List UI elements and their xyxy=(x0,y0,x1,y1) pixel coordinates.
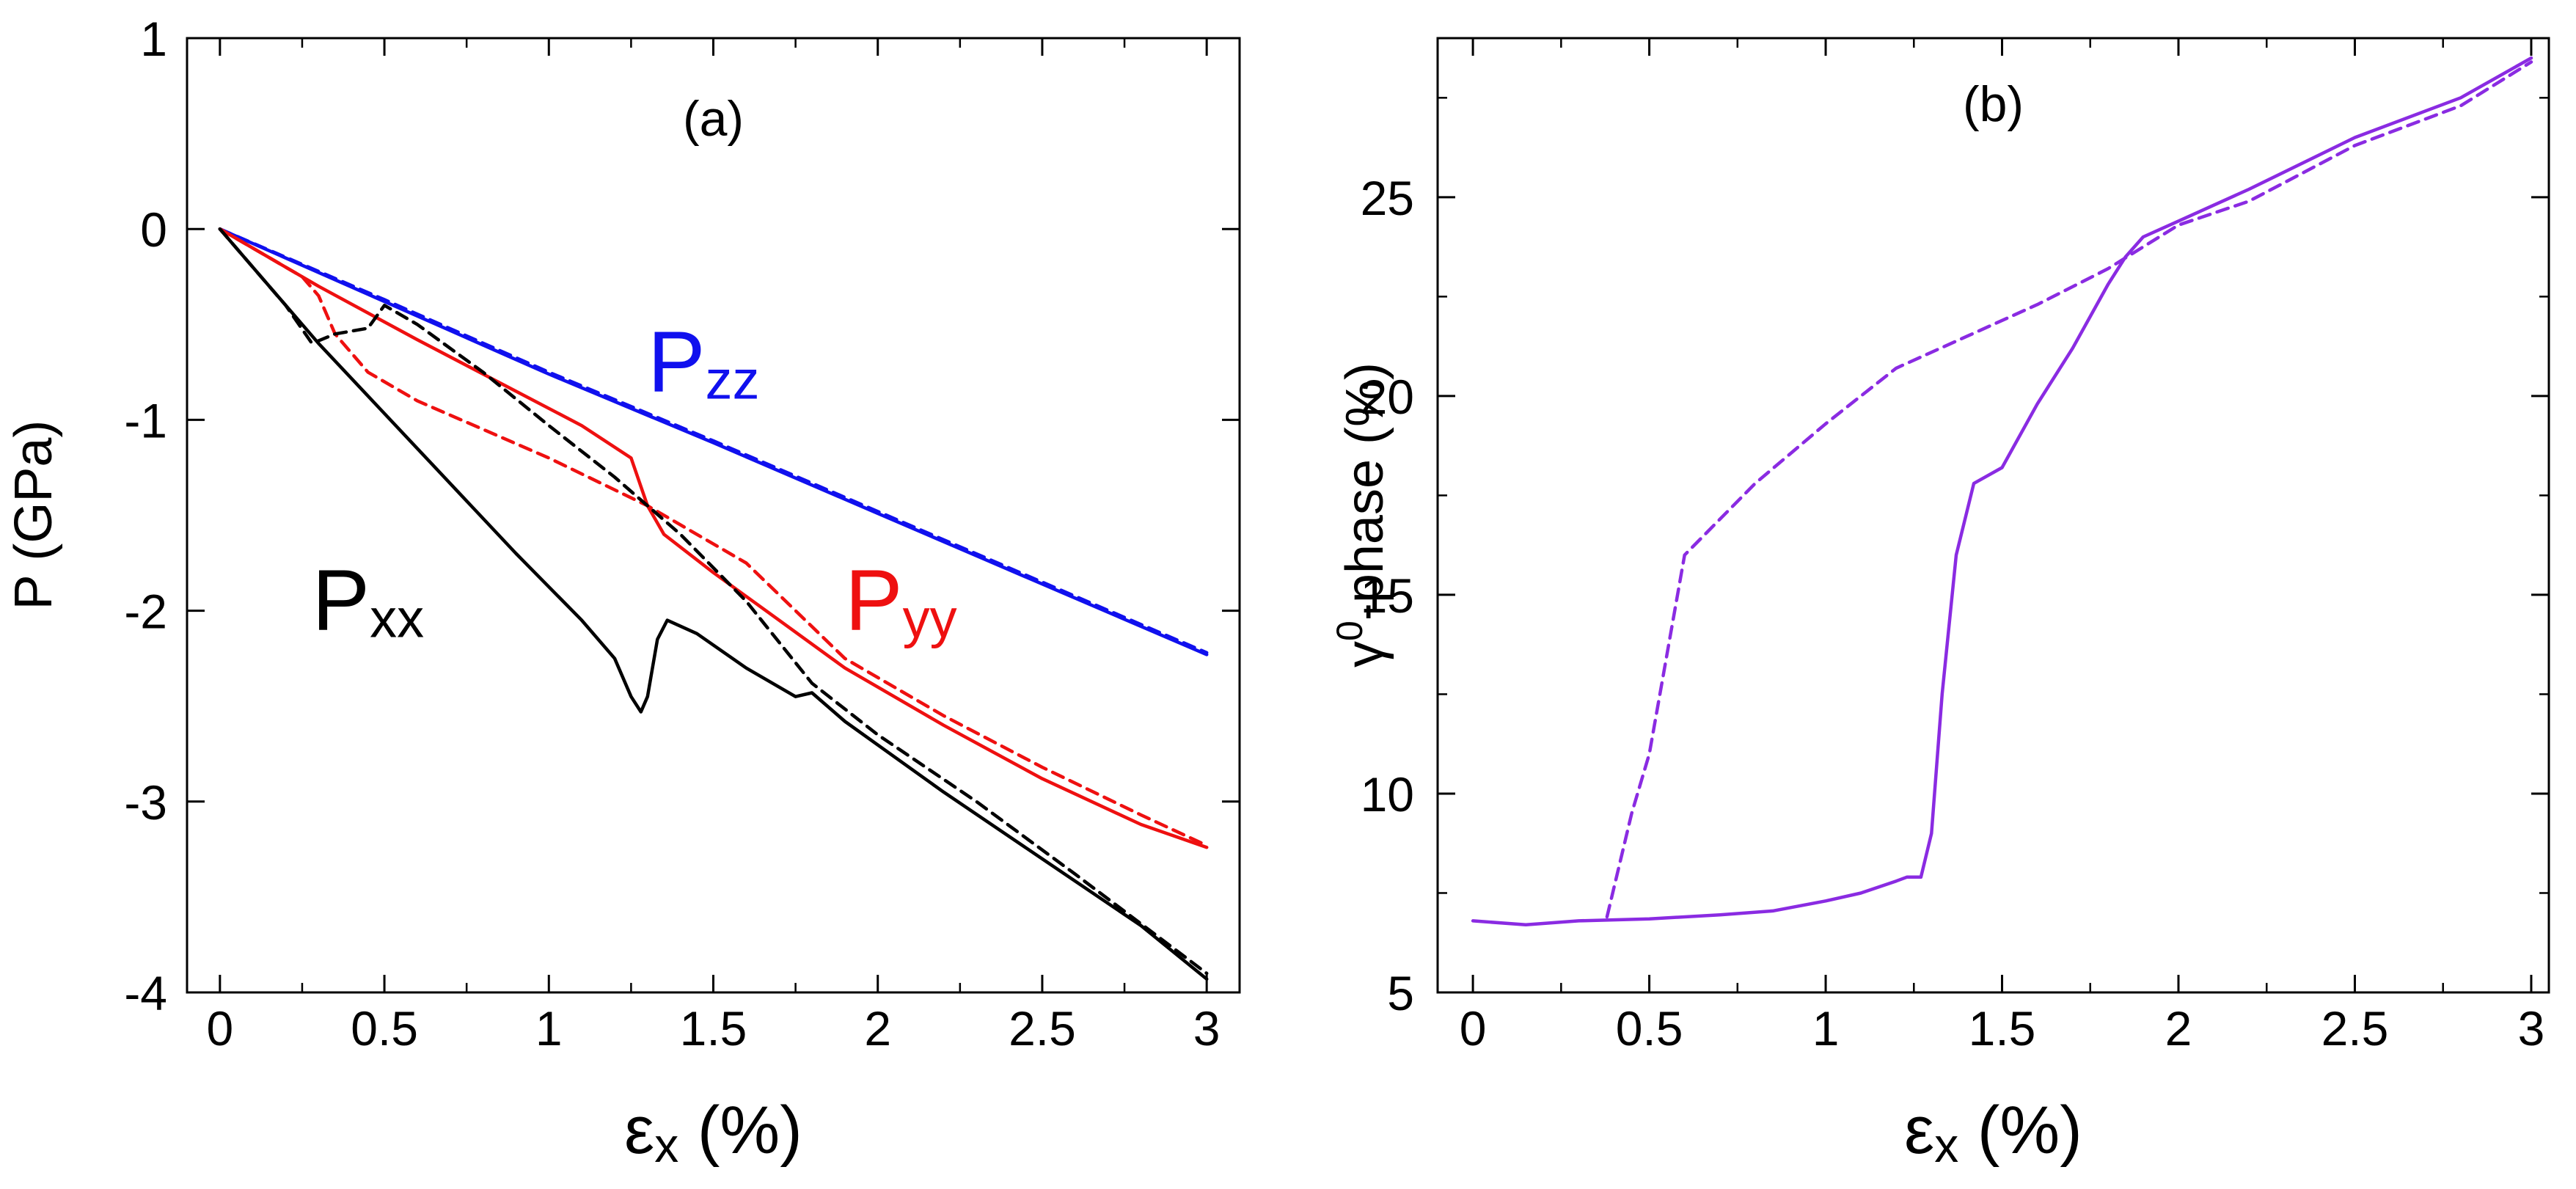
y-tick-label: 15 xyxy=(1361,568,1414,623)
series-label-sub: xx xyxy=(370,588,424,649)
x-tick-label: 1.5 xyxy=(1969,1001,2036,1056)
y-axis-label-main: γ xyxy=(1336,641,1394,667)
x-axis-label-unit: (%) xyxy=(1958,1093,2082,1168)
panel-label: (b) xyxy=(1963,76,2024,132)
panel-a: 0 0.5 1 1.5 2 2.5 3 -4 -3 -2 -1 0 1 (a) εx (%) P (GPa) P… xyxy=(4,12,1241,1172)
x-tick-label: 3 xyxy=(2518,1001,2545,1056)
x-tick-label: 0.5 xyxy=(351,1001,418,1056)
x-axis-label-main: ε xyxy=(1904,1093,1934,1168)
plot-frame xyxy=(1436,37,2550,994)
y-tick-label: 25 xyxy=(1361,171,1414,225)
series-line-solid-0 xyxy=(1471,56,2533,927)
series-line-solid-0 xyxy=(218,227,1209,656)
x-tick-label: 2.5 xyxy=(1009,1001,1076,1056)
x-axis-label-main: ε xyxy=(624,1093,654,1168)
y-axis-label: γ0-phase (%) xyxy=(1329,362,1394,667)
series-label-sub: yy xyxy=(903,588,957,649)
series-line-dashed-3 xyxy=(218,227,1209,847)
series-label-main: P xyxy=(648,313,706,410)
x-tick-label: 1.5 xyxy=(680,1001,747,1056)
x-tick-label: 1 xyxy=(535,1001,563,1056)
x-tick-label: 1 xyxy=(1812,1001,1840,1056)
y-axis-label-unit: -phase (%) xyxy=(1336,362,1394,621)
y-tick-label: 0 xyxy=(140,202,167,257)
x-axis-label-unit: (%) xyxy=(678,1093,802,1168)
series-label-yy: Pyy xyxy=(845,552,957,649)
series-label-sub: zz xyxy=(706,349,760,410)
y-tick-label: -4 xyxy=(124,966,167,1020)
y-tick-label: -1 xyxy=(124,393,167,447)
x-tick-label: 3 xyxy=(1193,1001,1221,1056)
y-tick-label: 1 xyxy=(140,12,167,66)
x-tick-label: 2 xyxy=(864,1001,891,1056)
series-line-dashed-1 xyxy=(218,227,1209,655)
plot-frame xyxy=(186,37,1241,994)
x-axis-label: εx (%) xyxy=(624,1093,802,1172)
y-tick-label: -3 xyxy=(124,775,167,830)
series-line-solid-4 xyxy=(218,227,1209,981)
y-axis-label: P (GPa) xyxy=(4,420,63,610)
y-tick-label: 5 xyxy=(1387,966,1414,1020)
x-axis-label: εx (%) xyxy=(1904,1093,2082,1172)
series-label-main: P xyxy=(845,552,903,649)
series-line-solid-2 xyxy=(218,227,1209,849)
x-tick-label: 2 xyxy=(2165,1001,2192,1056)
x-axis-label-sub: x xyxy=(1934,1118,1958,1172)
x-tick-label: 0.5 xyxy=(1616,1001,1683,1056)
panel-label: (a) xyxy=(683,91,744,147)
x-tick-label: 2.5 xyxy=(2321,1001,2389,1056)
x-tick-label: 0 xyxy=(206,1001,233,1056)
x-axis-label-sub: x xyxy=(654,1118,678,1172)
series-line-dashed-5 xyxy=(218,227,1209,976)
x-tick-label: 0 xyxy=(1460,1001,1487,1056)
series-label-zz: Pzz xyxy=(648,313,760,410)
series-label-xx: Pxx xyxy=(312,552,424,649)
y-tick-label: 20 xyxy=(1361,370,1414,424)
y-tick-label: -2 xyxy=(124,585,167,639)
series-line-dashed-1 xyxy=(1605,60,2533,919)
y-tick-label: 10 xyxy=(1361,767,1414,822)
y-axis-label-sup: 0 xyxy=(1329,621,1370,641)
series-label-main: P xyxy=(312,552,370,649)
